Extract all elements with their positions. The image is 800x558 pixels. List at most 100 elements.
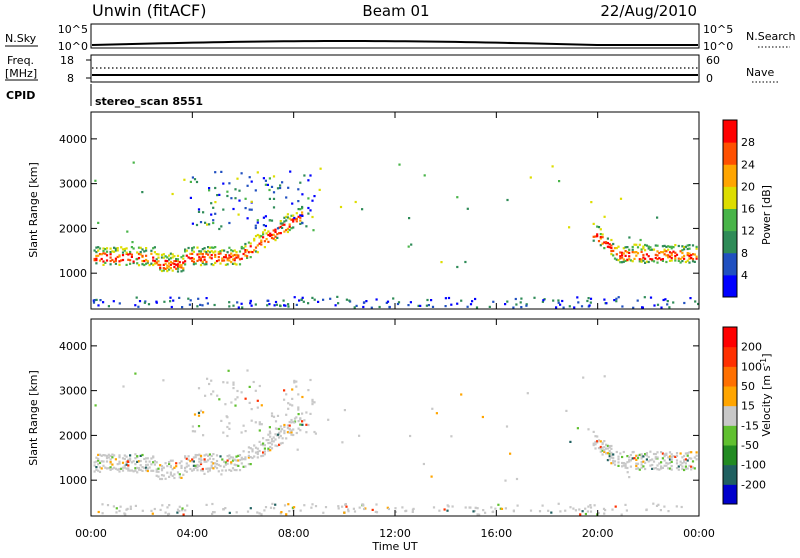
echo-cell xyxy=(120,259,123,262)
echo-cell xyxy=(185,470,188,473)
echo-cell xyxy=(219,464,222,468)
echo-cell xyxy=(196,253,199,256)
echo-cell xyxy=(622,252,625,255)
echo-cell xyxy=(206,377,209,380)
echo-cell xyxy=(254,189,257,192)
echo-cell xyxy=(263,509,266,512)
echo-cell xyxy=(99,299,102,302)
echo-cell xyxy=(311,199,314,202)
echo-cell xyxy=(684,260,687,264)
power-colorbar-label: Power [dB] xyxy=(760,185,773,245)
echo-cell xyxy=(647,260,650,264)
echo-cell xyxy=(642,247,645,250)
echo-cell xyxy=(222,431,225,434)
echo-cell xyxy=(198,453,201,456)
echo-cell xyxy=(599,440,602,443)
echo-cell xyxy=(249,302,252,305)
echo-cell xyxy=(180,266,183,269)
colorbar-tick-label: 8 xyxy=(741,247,748,260)
echo-cell xyxy=(263,444,266,447)
echo-cell xyxy=(387,507,390,511)
echo-cell xyxy=(262,442,265,445)
echo-cell xyxy=(203,263,206,266)
echo-cell xyxy=(615,450,618,454)
echo-cell xyxy=(599,236,602,239)
echo-cell xyxy=(601,453,604,456)
velocity-ylabel: Slant Range [km] xyxy=(27,370,40,466)
freq-unit-label: [MHz] xyxy=(5,67,37,80)
echo-cell xyxy=(594,443,597,446)
echo-cell xyxy=(295,217,298,220)
echo-cell xyxy=(134,469,137,472)
echo-cell xyxy=(159,464,162,467)
echo-cell xyxy=(665,254,668,257)
echo-cell xyxy=(123,457,126,461)
echo-cell xyxy=(102,260,105,263)
echo-cell xyxy=(295,416,298,419)
echo-cell xyxy=(145,258,148,262)
echo-cell xyxy=(196,259,199,262)
echo-cell xyxy=(481,415,484,419)
echo-cell xyxy=(232,304,235,307)
echo-cell xyxy=(617,461,620,464)
echo-cell xyxy=(191,249,194,252)
echo-cell xyxy=(288,424,291,427)
echo-cell xyxy=(178,264,181,267)
echo-cell xyxy=(97,457,100,460)
nave-label: Nave xyxy=(746,66,774,79)
echo-cell xyxy=(274,503,277,506)
echo-cell xyxy=(615,300,618,303)
echo-cell xyxy=(279,186,282,190)
echo-cell xyxy=(642,259,645,262)
echo-cell xyxy=(198,457,201,460)
echo-cell xyxy=(235,511,238,514)
echo-cell xyxy=(203,247,206,250)
echo-cell xyxy=(670,468,673,471)
echo-cell xyxy=(293,506,296,509)
echo-cell xyxy=(222,208,225,211)
echo-cell xyxy=(134,304,137,307)
echo-cell xyxy=(392,297,395,300)
echo-cell xyxy=(201,248,204,251)
echo-cell xyxy=(102,263,105,266)
echo-cell xyxy=(652,452,656,456)
echo-cell xyxy=(276,236,279,239)
echo-cell xyxy=(262,451,265,454)
echo-cell xyxy=(97,463,100,466)
echo-cell xyxy=(456,196,459,199)
echo-cell xyxy=(235,251,238,254)
echo-cell xyxy=(606,444,609,447)
echo-cell xyxy=(635,243,638,246)
echo-cell xyxy=(378,305,381,309)
echo-cell xyxy=(311,398,314,401)
echo-cell xyxy=(152,256,155,259)
echo-cell xyxy=(642,465,645,468)
echo-cell xyxy=(632,306,635,309)
echo-cell xyxy=(309,412,312,415)
echo-cell xyxy=(221,469,224,472)
echo-cell xyxy=(670,453,673,456)
echo-cell xyxy=(276,187,280,190)
echo-cell xyxy=(130,253,133,256)
echo-cell xyxy=(299,429,302,432)
echo-cell xyxy=(660,465,663,468)
echo-cell xyxy=(608,446,611,449)
echo-cell xyxy=(301,193,304,196)
echo-cell xyxy=(247,446,250,449)
echo-cell xyxy=(132,460,135,463)
echo-cell xyxy=(274,444,277,447)
colorbar-segment xyxy=(723,445,737,466)
echo-cell xyxy=(559,510,562,513)
echo-cell xyxy=(196,246,199,249)
echo-cell xyxy=(605,443,608,446)
echo-cell xyxy=(679,452,682,455)
echo-cell xyxy=(185,465,188,468)
echo-cell xyxy=(375,511,379,514)
echo-cell xyxy=(274,433,277,436)
echo-cell xyxy=(533,296,536,299)
echo-cell xyxy=(576,427,579,430)
echo-cell xyxy=(305,431,308,434)
echo-cell xyxy=(640,457,643,460)
echo-cell xyxy=(208,251,211,254)
echo-cell xyxy=(196,463,199,467)
